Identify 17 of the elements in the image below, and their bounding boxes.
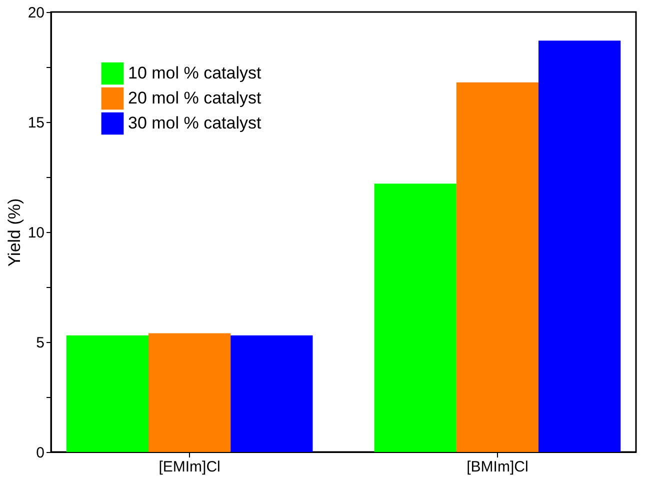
bar bbox=[148, 333, 231, 452]
x-tick-label: [BMIm]Cl bbox=[466, 458, 528, 476]
x-tick-label: [EMIm]Cl bbox=[158, 458, 220, 476]
y-tick-label: 0 bbox=[36, 444, 44, 462]
bar bbox=[456, 82, 538, 452]
legend-label: 20 mol % catalyst bbox=[128, 88, 262, 108]
y-tick-label: 15 bbox=[28, 114, 44, 132]
legend-label: 30 mol % catalyst bbox=[128, 114, 262, 132]
y-tick-label: 20 bbox=[28, 4, 44, 22]
bar bbox=[230, 335, 313, 452]
y-tick-label: 5 bbox=[36, 334, 44, 352]
bar bbox=[66, 335, 148, 452]
bar bbox=[374, 184, 456, 452]
bar bbox=[538, 40, 621, 452]
legend-label: 10 mol % catalyst bbox=[128, 64, 262, 82]
y-tick-label: 10 bbox=[28, 224, 44, 242]
y-axis-title: Yield (%) bbox=[4, 198, 24, 267]
